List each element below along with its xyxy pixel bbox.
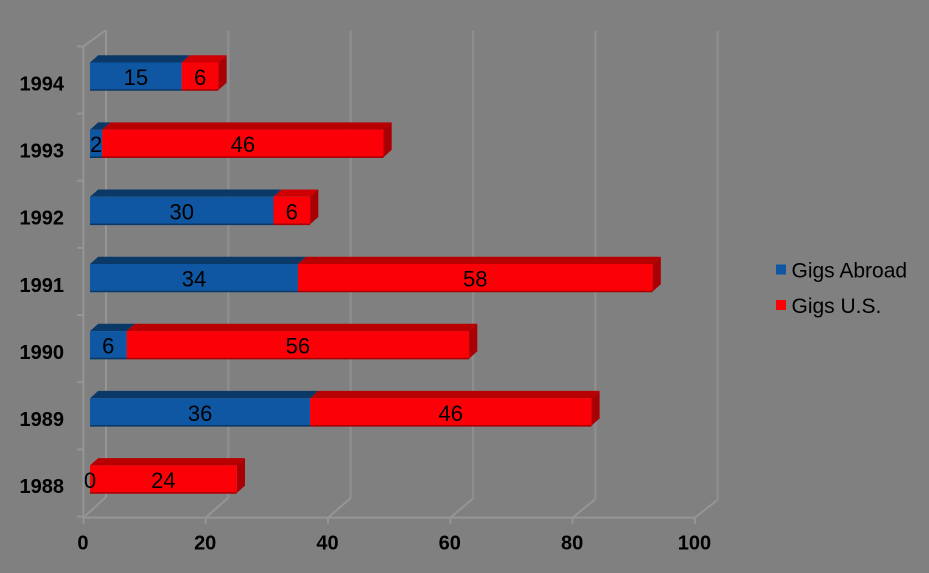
svg-text:1994: 1994 <box>20 74 65 96</box>
svg-text:40: 40 <box>316 533 338 555</box>
svg-text:15: 15 <box>124 65 148 90</box>
svg-text:0: 0 <box>84 468 96 493</box>
svg-text:1988: 1988 <box>20 476 65 498</box>
svg-text:46: 46 <box>439 401 463 426</box>
svg-text:2: 2 <box>90 132 102 157</box>
svg-text:30: 30 <box>169 199 193 224</box>
svg-text:24: 24 <box>151 468 175 493</box>
svg-text:1991: 1991 <box>20 275 65 297</box>
svg-text:Gigs Abroad: Gigs Abroad <box>792 260 908 283</box>
svg-text:0: 0 <box>77 533 88 555</box>
svg-text:Gigs U.S.: Gigs U.S. <box>792 295 882 318</box>
svg-text:1989: 1989 <box>20 409 65 431</box>
svg-text:36: 36 <box>188 401 212 426</box>
svg-text:6: 6 <box>102 334 114 359</box>
svg-text:20: 20 <box>194 533 216 555</box>
svg-text:34: 34 <box>182 267 206 292</box>
svg-text:1992: 1992 <box>20 208 65 230</box>
svg-text:6: 6 <box>286 199 298 224</box>
svg-text:60: 60 <box>439 533 461 555</box>
svg-text:80: 80 <box>561 533 583 555</box>
svg-text:58: 58 <box>463 267 487 292</box>
svg-text:46: 46 <box>231 132 255 157</box>
svg-text:1993: 1993 <box>20 141 65 163</box>
svg-text:56: 56 <box>286 334 310 359</box>
svg-text:1990: 1990 <box>20 342 65 364</box>
svg-text:6: 6 <box>194 65 206 90</box>
svg-text:100: 100 <box>678 533 711 555</box>
